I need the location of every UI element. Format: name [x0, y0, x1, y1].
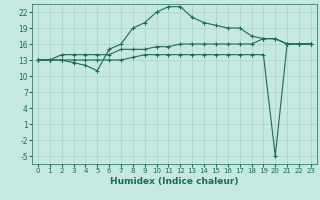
X-axis label: Humidex (Indice chaleur): Humidex (Indice chaleur) — [110, 177, 239, 186]
